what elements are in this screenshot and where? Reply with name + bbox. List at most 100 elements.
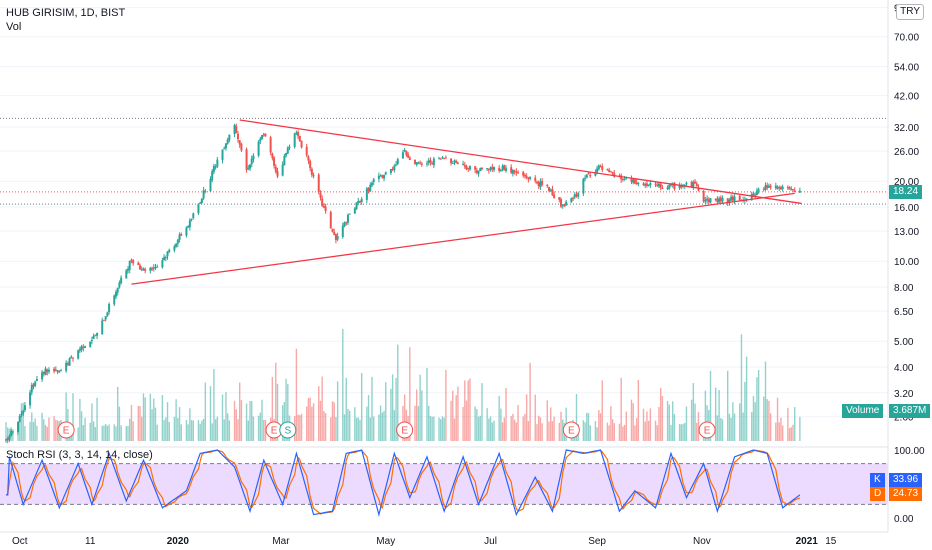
candlestick: [635, 182, 638, 185]
candlestick: [697, 187, 700, 191]
price-tick-label: 13.00: [894, 227, 919, 238]
candlestick: [563, 204, 566, 207]
candlestick: [637, 182, 640, 184]
volume-bar: [714, 387, 717, 441]
volume-bar: [610, 406, 612, 441]
candlestick: [59, 370, 62, 372]
candlestick: [212, 165, 215, 172]
volume-bar: [141, 416, 143, 441]
candlestick: [541, 180, 544, 185]
volume-bar: [115, 426, 117, 441]
volume-bar: [503, 417, 506, 441]
volume-bar: [551, 421, 554, 441]
volume-bar: [373, 416, 375, 441]
stoch-rsi-title: Stoch RSI (3, 3, 14, 14, close): [6, 449, 153, 461]
candlestick: [596, 168, 599, 173]
candlestick: [8, 436, 11, 440]
volume-bar: [562, 419, 564, 441]
volume-bar: [611, 419, 614, 441]
candlestick: [118, 282, 121, 288]
volume-bar: [764, 361, 767, 441]
candlestick: [584, 177, 587, 179]
upper-trendline: [239, 119, 802, 205]
candlestick: [730, 196, 733, 201]
volume-bar: [716, 415, 719, 441]
candlestick: [491, 166, 494, 170]
candlestick: [477, 170, 480, 174]
candlestick: [582, 178, 585, 194]
volume-bar: [678, 423, 681, 441]
candlestick: [439, 158, 442, 160]
candlestick: [486, 168, 489, 170]
candlestick: [505, 168, 508, 171]
k-value-tag: 33.96: [889, 473, 923, 487]
volume-bar: [690, 399, 693, 441]
currency-button[interactable]: TRY: [896, 4, 924, 20]
candlestick: [274, 166, 277, 172]
candlestick: [383, 174, 386, 179]
time-tick-label: Sep: [588, 536, 606, 547]
volume-bar: [139, 406, 141, 441]
candlestick: [757, 189, 760, 191]
volume-bar: [659, 387, 662, 441]
volume-bar: [281, 405, 284, 441]
candlestick: [611, 171, 614, 174]
volume-bar: [56, 420, 59, 441]
volume-bar: [438, 417, 440, 441]
time-tick-label: Oct: [12, 536, 28, 547]
candlestick: [597, 165, 600, 170]
candlestick: [197, 203, 200, 214]
candlestick: [511, 169, 514, 174]
volume-bar: [323, 411, 325, 441]
candlestick: [539, 181, 542, 188]
candlestick: [716, 198, 719, 203]
candlestick: [130, 259, 133, 261]
candlestick: [154, 267, 157, 269]
volume-bar: [257, 415, 260, 441]
candlestick: [18, 415, 21, 422]
candlestick: [444, 157, 447, 159]
candlestick: [766, 185, 769, 188]
volume-bar: [321, 376, 323, 441]
volume-bar: [178, 407, 181, 441]
candlestick: [798, 190, 801, 193]
candlestick: [534, 177, 537, 181]
candlestick: [41, 372, 44, 380]
candlestick: [513, 170, 516, 173]
volume-bar: [799, 416, 801, 441]
candlestick: [685, 182, 688, 184]
candlestick: [645, 183, 648, 186]
volume-bar: [390, 388, 392, 441]
volume-bar: [745, 356, 748, 441]
volume-bar: [763, 396, 765, 441]
candlestick: [547, 187, 550, 191]
price-tick-label: 4.00: [894, 363, 914, 374]
candlestick: [523, 174, 526, 177]
candlestick: [527, 178, 530, 180]
volume-bar: [92, 421, 95, 441]
candlestick: [72, 357, 75, 359]
candlestick: [546, 184, 549, 187]
volume-bar: [31, 412, 33, 441]
candlestick: [405, 150, 408, 156]
candlestick: [632, 179, 635, 183]
volume-bar: [276, 383, 279, 441]
volume-bar: [768, 400, 770, 441]
candlestick: [690, 181, 693, 188]
candlestick: [224, 143, 227, 149]
volume-bar: [331, 401, 334, 441]
volume-bar: [347, 408, 349, 441]
candlestick: [82, 347, 85, 349]
volume-value-tag: 3.687M: [889, 404, 931, 418]
price-tick-label: 26.00: [894, 147, 919, 158]
volume-bar: [630, 399, 633, 441]
candlestick: [755, 190, 758, 196]
volume-bar: [287, 384, 289, 441]
candlestick: [319, 193, 322, 198]
volume-bar: [534, 394, 536, 441]
volume-bar: [283, 402, 286, 441]
volume-bar: [742, 412, 744, 441]
volume-bar: [608, 425, 610, 441]
volume-bar: [209, 386, 212, 441]
